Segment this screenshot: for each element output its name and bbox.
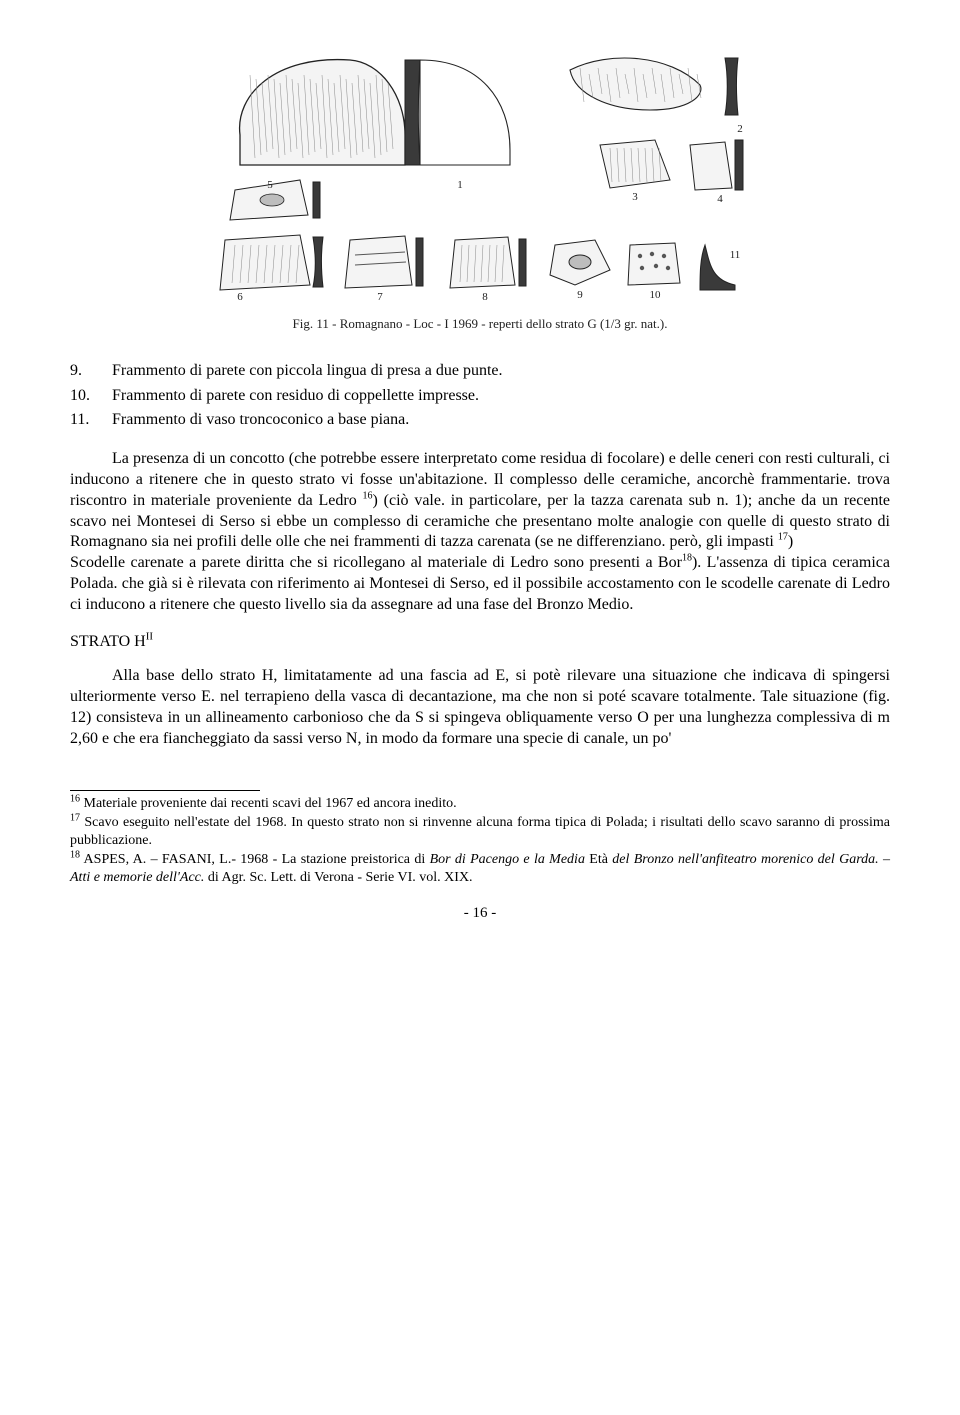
paragraph-1b: Scodelle carenate a parete diritta che s… xyxy=(70,553,890,615)
svg-text:9: 9 xyxy=(577,289,583,301)
list-number: 9. xyxy=(70,361,112,382)
list-number: 10. xyxy=(70,386,112,407)
footnotes: 16 Materiale proveniente dai recenti sca… xyxy=(70,795,890,887)
list-text: Frammento di parete con residuo di coppe… xyxy=(112,386,890,407)
footnote-separator xyxy=(70,790,260,791)
figure-11: 1 2 3 4 5 6 7 8 9 10 11 Fig. 11 - Romagnano - Loc … xyxy=(70,40,890,333)
section-heading-strato-h: STRATO HII xyxy=(70,632,890,653)
footnote: 17 Scavo eseguito nell'estate del 1968. … xyxy=(70,814,890,849)
svg-text:11: 11 xyxy=(730,249,741,261)
footnote: 16 Materiale proveniente dai recenti sca… xyxy=(70,795,890,813)
figure-caption: Fig. 11 - Romagnano - Loc - I 1969 - rep… xyxy=(70,316,890,333)
svg-text:6: 6 xyxy=(237,291,243,303)
list-number: 11. xyxy=(70,410,112,431)
svg-text:10: 10 xyxy=(650,289,662,301)
figure-svg: 1 2 3 4 5 6 7 8 9 10 11 xyxy=(180,40,780,310)
footnote: 18 ASPES, A. – FASANI, L.- 1968 - La sta… xyxy=(70,851,890,886)
fragment-list: 9.Frammento di parete con piccola lingua… xyxy=(70,361,890,431)
svg-text:2: 2 xyxy=(737,123,743,135)
svg-text:8: 8 xyxy=(482,291,488,303)
fragment-list-item: 10.Frammento di parete con residuo di co… xyxy=(70,386,890,407)
paragraph-1a: La presenza di un concotto (che potrebbe… xyxy=(70,449,890,553)
svg-text:4: 4 xyxy=(717,193,723,205)
page-number: - 16 - xyxy=(70,904,890,924)
paragraph-2: Alla base dello strato H, limitatamente … xyxy=(70,666,890,749)
svg-text:1: 1 xyxy=(457,179,463,191)
list-text: Frammento di vaso troncoconico a base pi… xyxy=(112,410,890,431)
fragment-list-item: 9.Frammento di parete con piccola lingua… xyxy=(70,361,890,382)
list-text: Frammento di parete con piccola lingua d… xyxy=(112,361,890,382)
svg-text:5: 5 xyxy=(267,179,273,191)
svg-text:7: 7 xyxy=(377,291,383,303)
svg-text:3: 3 xyxy=(632,191,638,203)
fragment-list-item: 11.Frammento di vaso troncoconico a base… xyxy=(70,410,890,431)
